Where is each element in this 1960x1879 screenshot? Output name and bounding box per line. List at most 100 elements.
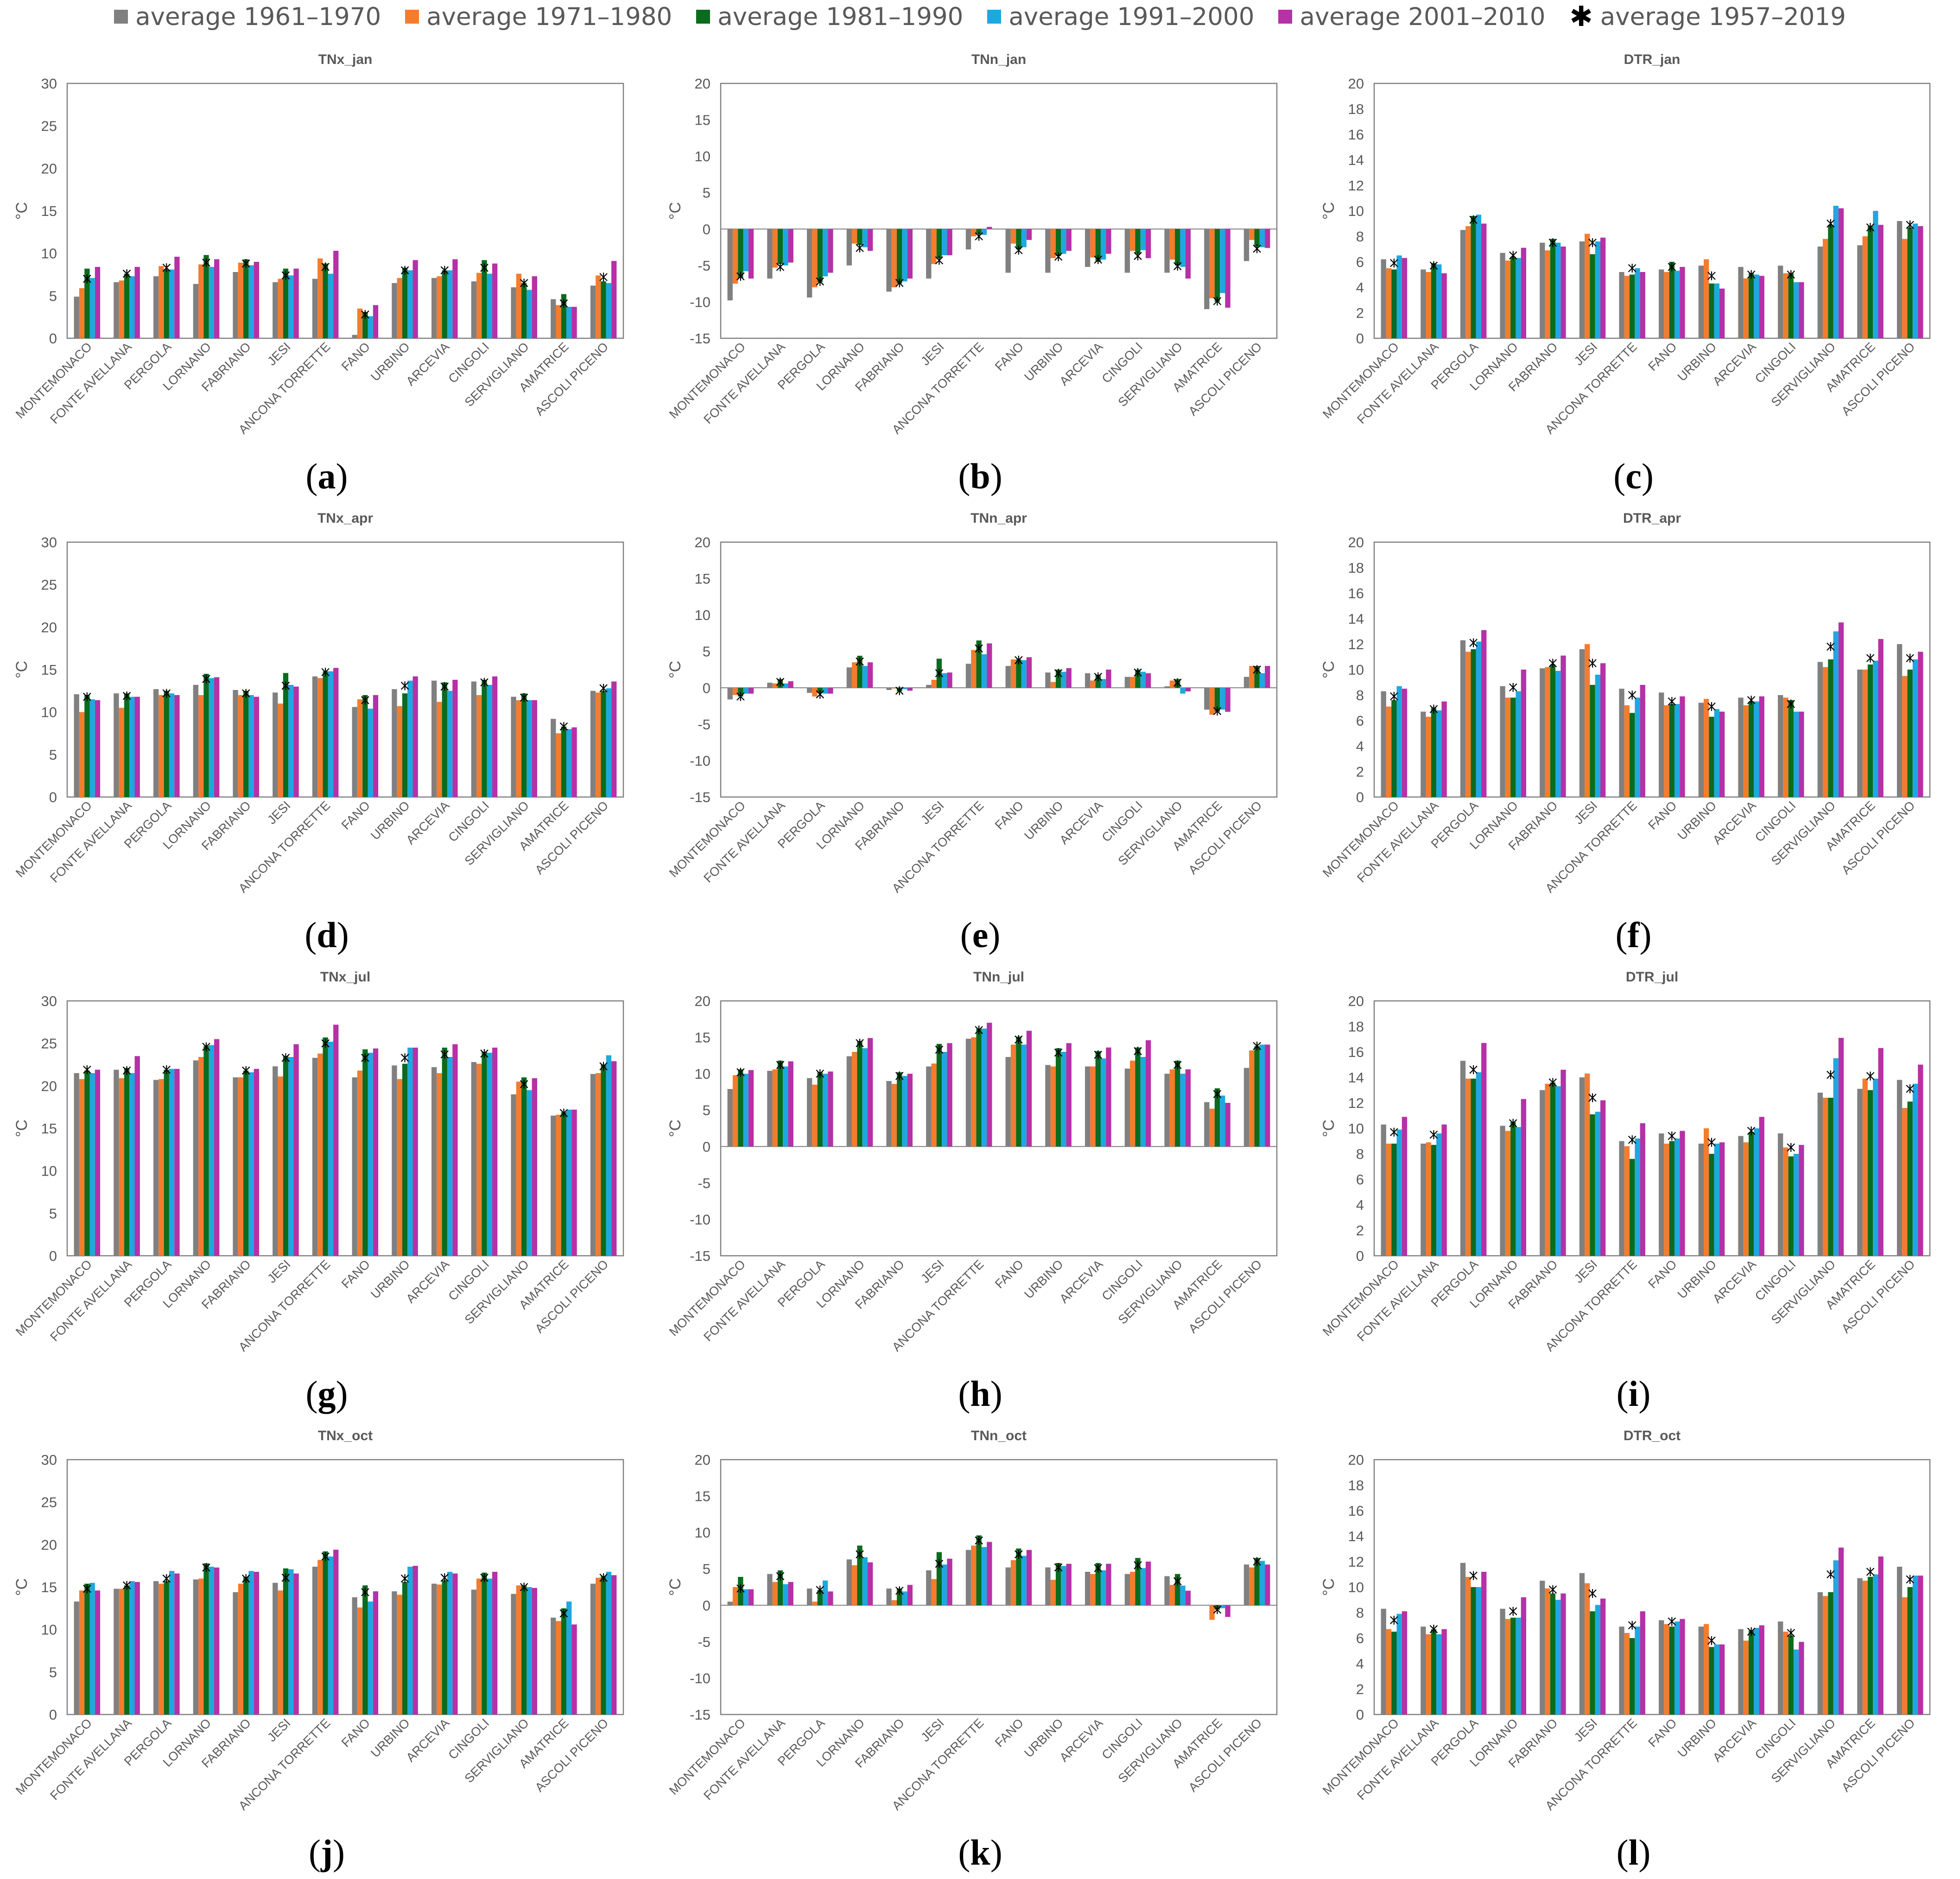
legend-item-1991-2000: average 1991–2000 bbox=[987, 3, 1254, 31]
bar-average-1991-2000-fabriano bbox=[248, 265, 254, 338]
marker-average-1957-2019-fabriano bbox=[1548, 238, 1557, 247]
bar-average-1961-1970-cingoli bbox=[1124, 1069, 1130, 1147]
bar-average-1961-1970-fano bbox=[1659, 692, 1664, 797]
marker-average-1957-2019-fano bbox=[361, 310, 369, 319]
marker-average-1957-2019-urbino bbox=[400, 1574, 409, 1583]
bar-average-2001-2010-jesi bbox=[1600, 237, 1606, 338]
bar-average-1981-1990-montemonaco bbox=[738, 1069, 743, 1147]
bar-average-1961-1970-pergola bbox=[153, 1080, 159, 1256]
bar-average-1971-1980-arcevia bbox=[1743, 278, 1749, 338]
bar-average-1961-1970-ascoli-piceno bbox=[1897, 644, 1903, 797]
bar-average-1981-1990-urbino bbox=[1055, 1563, 1061, 1606]
x-tick-label-ascoli-piceno: ASCOLI PICENO bbox=[1839, 340, 1918, 418]
y-tick-label: 30 bbox=[41, 1452, 57, 1468]
x-tick-label-fano: FANO bbox=[1645, 1257, 1679, 1291]
panel-letter-l: l bbox=[1628, 1832, 1639, 1873]
bar-average-1961-1970-jesi bbox=[1579, 1077, 1585, 1256]
bar-average-2001-2010-cingoli bbox=[1145, 229, 1151, 259]
bar-average-2001-2010-fabriano bbox=[907, 688, 913, 691]
bar-average-1991-2000-fano bbox=[368, 1052, 373, 1256]
marker-average-1957-2019-fabriano bbox=[241, 259, 250, 268]
bar-average-1971-1980-montemonaco bbox=[732, 1075, 738, 1147]
bar-average-1981-1990-servigliano bbox=[1828, 1098, 1833, 1256]
bar-average-1991-2000-fonte-avellana bbox=[783, 229, 788, 266]
bar-average-2001-2010-urbino bbox=[1066, 1043, 1072, 1147]
panel-l: DTR_oct 0 2 4 6 8 10 12 14 16 18 20 °C MONTEMONACO FON… bbox=[1307, 1420, 1960, 1879]
bar-average-1991-2000-urbino bbox=[1714, 1144, 1719, 1256]
bar-average-1981-1990-fano bbox=[1669, 704, 1675, 797]
bar-average-1961-1970-fabriano bbox=[886, 229, 892, 292]
bar-average-2001-2010-arcevia bbox=[1106, 670, 1111, 688]
bar-average-1971-1980-pergola bbox=[1465, 1078, 1471, 1256]
x-tick-label-jesi: JESI bbox=[918, 1257, 947, 1286]
bar-average-1971-1980-amatrice bbox=[1209, 688, 1215, 715]
bar-average-1981-1990-ascoli-piceno bbox=[601, 1576, 606, 1715]
bar-average-1981-1990-fabriano bbox=[1550, 1082, 1556, 1256]
y-tick-label: -15 bbox=[690, 789, 710, 805]
bar-average-1961-1970-fabriano bbox=[1540, 668, 1545, 797]
bar-average-1981-1990-fabriano bbox=[1550, 1593, 1556, 1715]
bar-average-1981-1990-lornano bbox=[203, 255, 209, 338]
bar-average-2001-2010-fabriano bbox=[1560, 1069, 1566, 1256]
bar-average-1991-2000-montemonaco bbox=[1396, 686, 1402, 797]
panel-letter-k: k bbox=[970, 1832, 990, 1873]
bar-average-1961-1970-urbino bbox=[1045, 672, 1051, 688]
bar-average-1981-1990-fano bbox=[362, 1049, 368, 1256]
bar-average-1961-1970-montemonaco bbox=[74, 1073, 79, 1256]
bar-average-2001-2010-fonte-avellana bbox=[788, 229, 793, 263]
marker-average-1957-2019-ancona-torrette bbox=[321, 1552, 330, 1561]
bar-average-1961-1970-fano bbox=[352, 1597, 357, 1715]
chart-title: TNn_oct bbox=[971, 1428, 1027, 1443]
bar-average-2001-2010-urbino bbox=[1066, 229, 1072, 251]
bar-average-1991-2000-ascoli-piceno bbox=[606, 1572, 612, 1715]
bar-average-1961-1970-amatrice bbox=[1857, 670, 1863, 797]
bar-average-2001-2010-lornano bbox=[867, 229, 873, 251]
marker-average-1957-2019-ascoli-piceno bbox=[599, 1573, 608, 1582]
bar-average-2001-2010-fano bbox=[1680, 267, 1685, 338]
y-tick-label: 16 bbox=[1348, 1044, 1364, 1060]
y-tick-label: 0 bbox=[1356, 1248, 1364, 1264]
bar-average-1991-2000-fano bbox=[1021, 229, 1027, 247]
bar-average-1971-1980-servigliano bbox=[1822, 239, 1828, 338]
bar-average-2001-2010-montemonaco bbox=[748, 1070, 754, 1147]
bar-average-1971-1980-pergola bbox=[1465, 652, 1471, 797]
bar-average-1991-2000-servigliano bbox=[526, 1090, 532, 1256]
bar-average-2001-2010-fano bbox=[1680, 1131, 1685, 1256]
bar-average-2001-2010-fonte-avellana bbox=[788, 681, 793, 688]
bar-average-1981-1990-arcevia bbox=[1748, 1132, 1754, 1256]
bar-average-1961-1970-lornano bbox=[846, 1559, 852, 1606]
bar-average-2001-2010-urbino bbox=[1719, 711, 1725, 797]
y-tick-label: 2 bbox=[1356, 1681, 1364, 1697]
marker-average-1957-2019-amatrice bbox=[1866, 653, 1875, 663]
bar-average-1991-2000-pergola bbox=[1476, 1587, 1482, 1715]
bar-average-1991-2000-amatrice bbox=[566, 307, 572, 338]
bar-average-1961-1970-montemonaco bbox=[1381, 691, 1386, 797]
x-tick-label-ascoli-piceno: ASCOLI PICENO bbox=[533, 1716, 611, 1795]
bar-average-1981-1990-ancona-torrette bbox=[323, 671, 328, 797]
bar-average-2001-2010-fonte-avellana bbox=[788, 1061, 793, 1147]
marker-average-1957-2019-fonte-avellana bbox=[776, 677, 785, 687]
bar-average-1961-1970-urbino bbox=[392, 1591, 397, 1715]
bar-average-1981-1990-jesi bbox=[1590, 1114, 1595, 1256]
y-tick-label: 8 bbox=[1356, 1146, 1364, 1162]
bar-average-2001-2010-arcevia bbox=[1106, 1047, 1111, 1147]
bar-average-1991-2000-pergola bbox=[1476, 641, 1482, 797]
bar-average-1971-1980-urbino bbox=[397, 1594, 402, 1715]
bar-average-1981-1990-servigliano bbox=[1175, 1574, 1180, 1606]
bar-average-1971-1980-ancona-torrette bbox=[1624, 705, 1630, 797]
bar-average-1961-1970-pergola bbox=[1460, 230, 1466, 338]
bar-average-1981-1990-ascoli-piceno bbox=[1254, 1558, 1260, 1606]
bar-average-2001-2010-fano bbox=[1026, 1550, 1032, 1606]
bar-average-2001-2010-ancona-torrette bbox=[987, 1023, 992, 1147]
y-tick-label: 25 bbox=[41, 577, 57, 593]
x-tick-label-jesi: JESI bbox=[918, 798, 947, 827]
y-tick-label: 0 bbox=[703, 680, 710, 696]
bar-average-1971-1980-lornano bbox=[852, 1565, 857, 1606]
marker-average-1957-2019-amatrice bbox=[1866, 223, 1875, 232]
bar-average-1961-1970-jesi bbox=[273, 282, 278, 338]
bar-average-1991-2000-ascoli-piceno bbox=[606, 688, 612, 797]
marker-average-1957-2019-lornano bbox=[202, 674, 210, 683]
y-tick-label: 20 bbox=[41, 160, 57, 177]
bar-average-1971-1980-lornano bbox=[198, 695, 204, 797]
legend-swatch-1971-1980 bbox=[405, 10, 419, 24]
